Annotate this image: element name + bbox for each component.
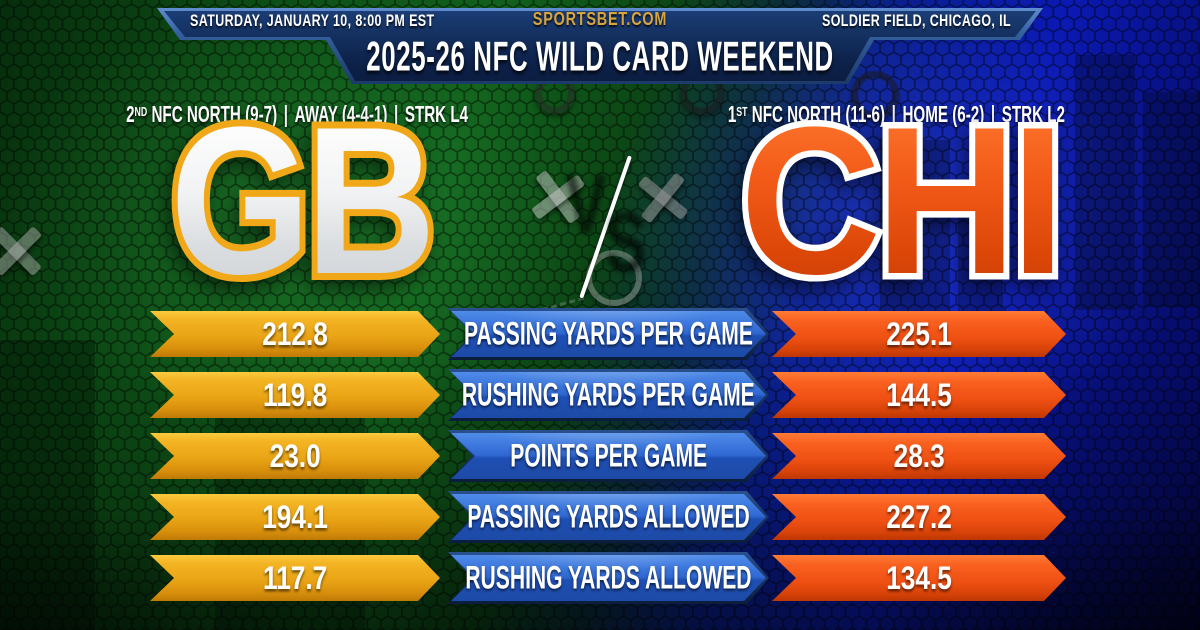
header-banner: SATURDAY, JANUARY 10, 8:00 PM EST SPORTS… xyxy=(0,0,1200,94)
away-stat-value: 194.1 xyxy=(150,494,440,540)
o-mark-icon xyxy=(851,71,899,119)
stat-row: 212.8 PASSING YARDS PER GAME 225.1 xyxy=(0,311,1200,357)
away-abbr-fill: GB xyxy=(169,83,436,318)
stat-label: PASSING YARDS PER GAME xyxy=(464,314,753,353)
stat-row: 119.8 RUSHING YARDS PER GAME 144.5 xyxy=(0,372,1200,418)
home-abbr-fill: CHI xyxy=(740,83,1065,318)
stat-row: 194.1 PASSING YARDS ALLOWED 227.2 xyxy=(0,494,1200,540)
away-team-abbr: GB GB xyxy=(40,83,560,326)
page-title: 2025-26 NFC WILD CARD WEEKEND xyxy=(366,32,834,80)
home-stat-value: 227.2 xyxy=(772,494,1066,540)
game-venue: SOLDIER FIELD, CHICAGO, IL xyxy=(822,12,1012,31)
stat-label: PASSING YARDS ALLOWED xyxy=(467,497,750,536)
stat-label: RUSHING YARDS ALLOWED xyxy=(465,558,752,597)
home-team-abbr: CHI CHI xyxy=(640,83,1160,326)
home-stat-value: 28.3 xyxy=(772,433,1066,479)
stat-row: 23.0 POINTS PER GAME 28.3 xyxy=(0,433,1200,479)
stat-label: POINTS PER GAME xyxy=(510,436,707,475)
away-stat-value: 23.0 xyxy=(150,433,440,479)
away-stat-value: 117.7 xyxy=(150,555,440,601)
stat-row: 117.7 RUSHING YARDS ALLOWED 134.5 xyxy=(0,555,1200,601)
stat-label: RUSHING YARDS PER GAME xyxy=(462,375,755,414)
